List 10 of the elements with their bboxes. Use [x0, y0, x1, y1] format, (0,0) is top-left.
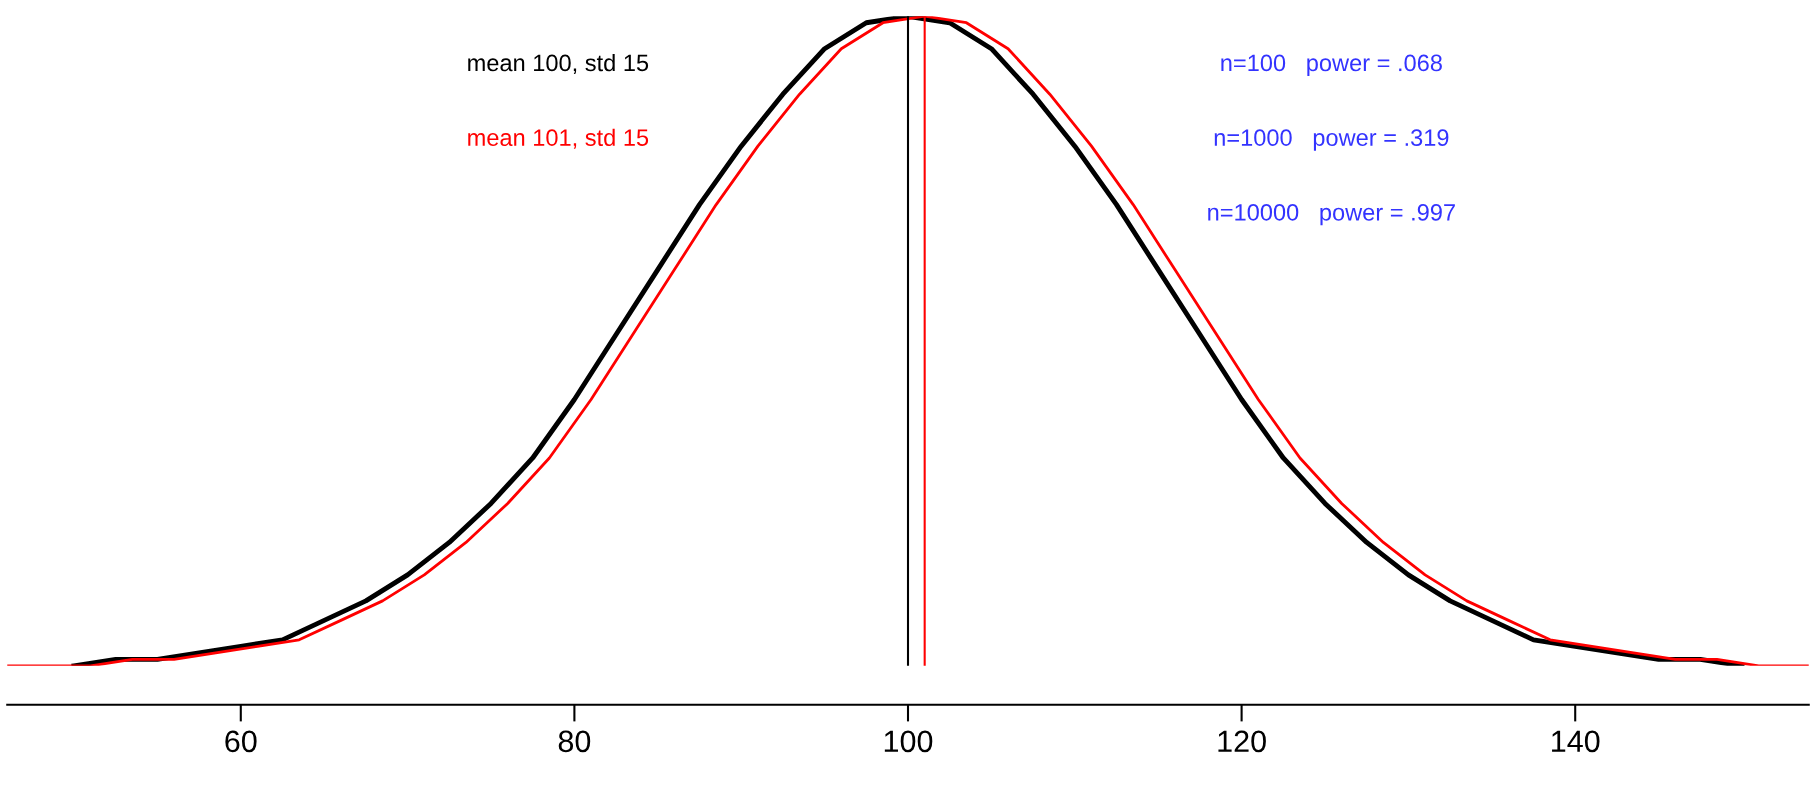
annotation: n=1000 power = .319 — [1214, 129, 1449, 151]
text: mean 101, std 15 — [468, 128, 649, 149]
x-tick-label: 120 — [1218, 730, 1266, 753]
x-tick-label: 80 — [558, 730, 591, 753]
x-tick-label: 60 — [225, 730, 257, 753]
x-tick-label: 100 — [884, 730, 933, 753]
annotation: n=100 power = .068 — [1221, 54, 1442, 76]
annotation: n=10000 power = .997 — [1208, 203, 1455, 226]
x-tick-label: 140 — [1552, 730, 1600, 753]
text: mean 100, std 15 — [468, 53, 649, 75]
